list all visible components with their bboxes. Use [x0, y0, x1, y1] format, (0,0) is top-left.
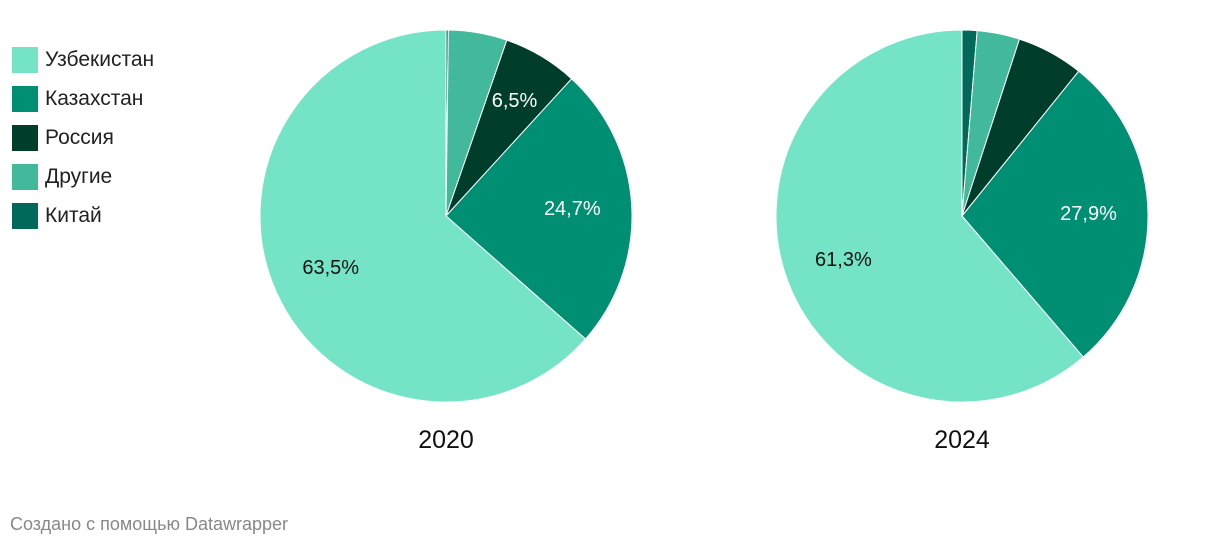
pie-title: 2024 — [934, 426, 990, 454]
data-label: 27,9% — [1060, 203, 1117, 225]
pie-title: 2020 — [418, 426, 474, 454]
pie-2024: 27,9% 61,3% 2024 — [775, 29, 1149, 454]
legend-label: Узбекистан — [45, 47, 155, 71]
pie-slice — [259, 29, 587, 403]
legend-label: Китай — [45, 203, 102, 227]
data-label: 6,5% — [492, 90, 538, 112]
data-label: 63,5% — [302, 257, 359, 279]
legend-swatch — [12, 202, 38, 229]
pie-slice — [775, 29, 1084, 403]
legend: Узбекистан Казахстан Россия Другие Китай — [12, 40, 154, 235]
footer-credit: Создано с помощью Datawrapper — [10, 514, 289, 534]
legend-label: Другие — [45, 164, 113, 188]
legend-item: Китай — [12, 196, 154, 235]
legend-item: Узбекистан — [12, 40, 154, 79]
legend-label: Россия — [45, 125, 114, 149]
legend-swatch — [12, 46, 38, 73]
legend-swatch — [12, 124, 38, 151]
pie-slice — [445, 78, 633, 340]
legend-item: Россия — [12, 118, 154, 157]
legend-item: Другие — [12, 157, 154, 196]
data-label: 24,7% — [544, 198, 601, 220]
legend-label: Казахстан — [45, 86, 144, 110]
legend-swatch — [12, 85, 38, 112]
legend-item: Казахстан — [12, 79, 154, 118]
data-label: 61,3% — [815, 249, 872, 271]
legend-swatch — [12, 163, 38, 190]
pie-slice — [961, 70, 1149, 358]
pie-2020: 6,5% 24,7% 63,5% 2020 — [259, 29, 633, 454]
